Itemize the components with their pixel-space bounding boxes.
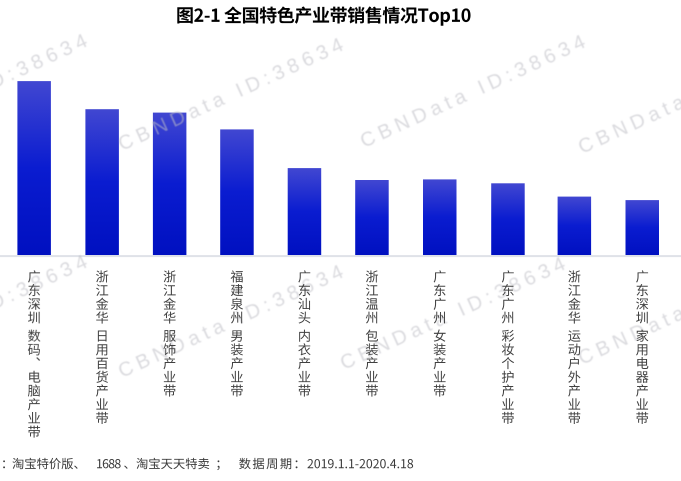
svg-text:CBNData ID:38634: CBNData ID:38634 <box>575 246 681 370</box>
svg-text:CBNData ID:38634: CBNData ID:38634 <box>357 29 593 153</box>
svg-text:CBNData ID:38634: CBNData ID:38634 <box>0 249 95 373</box>
svg-text:CBNData ID:38634: CBNData ID:38634 <box>575 35 681 159</box>
